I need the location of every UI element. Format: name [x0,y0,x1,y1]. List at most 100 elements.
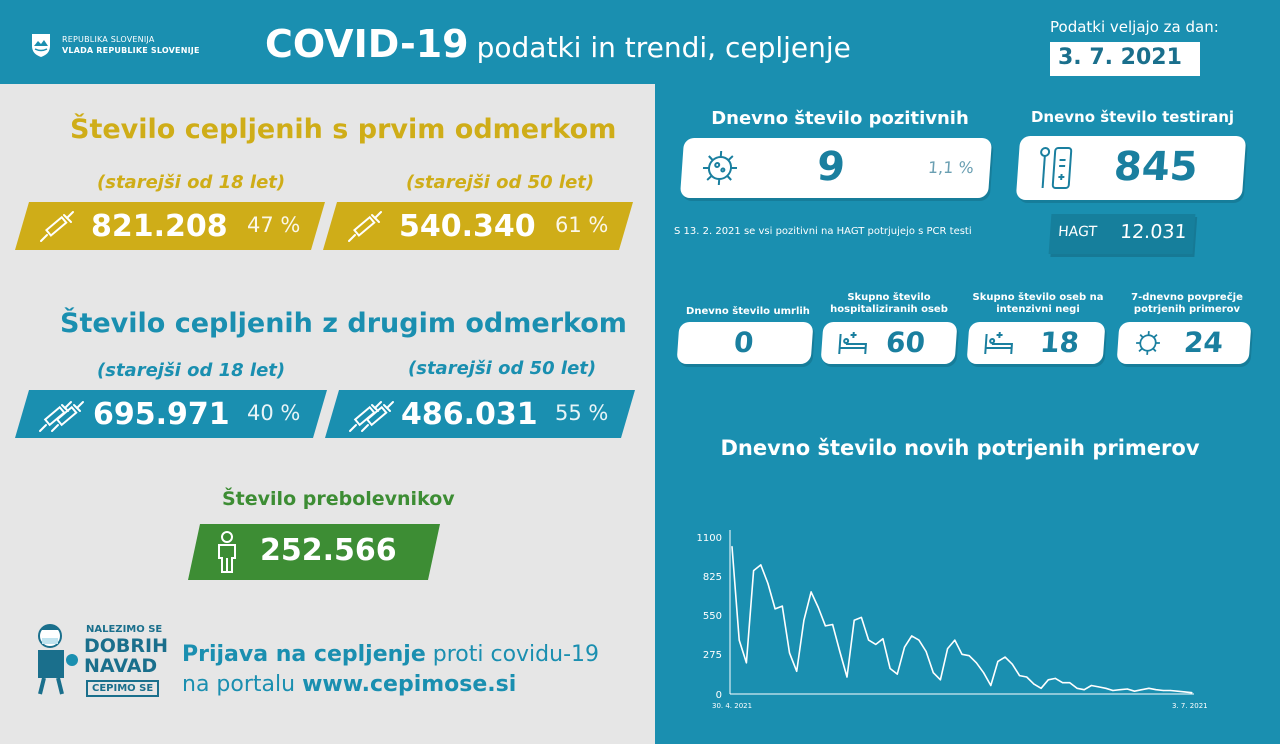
data-point [975,662,977,664]
data-point [1155,689,1157,691]
chart-title: Dnevno število novih potrjenih primerov [720,436,1200,460]
data-point [1169,689,1171,692]
date-label: Podatki veljajo za dan: [1050,18,1219,36]
data-point [1098,686,1100,688]
first-dose-18-value: 821.208 [91,209,228,244]
avg7-card: 24 [1116,322,1252,364]
hagt-box: HAGT 12.031 [1048,214,1196,254]
data-point [745,662,747,664]
recovered-value: 252.566 [260,533,397,568]
icu-value: 18 [1038,326,1081,359]
page-title: COVID-19 podatki in trendi, cepljenje [265,22,851,66]
data-points [731,545,1193,694]
deaths-value: 0 [732,326,755,359]
data-point [932,672,934,674]
virus-icon [702,151,738,185]
data-point [1054,677,1056,679]
logo-line-3: NAVAD [84,655,158,677]
syringe-icon [37,210,77,244]
gov-line-2: VLADA REPUBLIKE SLOVENIJE [62,46,200,55]
vaccination-panel: Število cepljenih s prvim odmerkom (star… [0,84,655,744]
data-point [832,623,834,626]
series-line-cases [731,546,1193,694]
daily-positive-value: 9 [815,144,847,190]
data-point [1126,688,1128,690]
syringe-icon [345,210,385,244]
daily-positive-title: Dnevno število pozitivnih [711,108,969,129]
icu-bed-icon [984,332,1013,354]
data-point [954,639,956,641]
second-dose-18-value: 695.971 [93,397,230,432]
first-dose-50-value: 540.340 [399,209,536,244]
mascot-icon [38,624,78,695]
data-point [947,648,949,650]
data-point [968,655,970,657]
y-tick-label: 550 [703,611,722,622]
data-point [760,564,762,566]
person-icon [214,530,240,574]
data-point [925,650,927,653]
data-point [1090,684,1092,687]
y-tick-label: 1100 [697,533,722,544]
data-point [1177,690,1179,692]
virus-icon [1136,331,1160,355]
data-point [817,606,819,609]
promo-bold-1: Prijava na cepljenje [182,642,426,667]
data-point [1184,691,1186,693]
data-point [990,684,992,687]
first-dose-label-50: (starejši od 50 let) [406,172,595,193]
data-point [860,616,862,618]
data-point [1047,679,1049,681]
promo-rest-1: proti covidu-19 [432,642,600,667]
icu-title: Skupno število oseb na intenzivni negi [972,292,1104,315]
data-point [846,676,848,678]
icu-card: 18 [966,322,1106,364]
deaths-card: 0 [676,322,814,364]
daily-tests-value: 845 [1112,144,1200,190]
government-logo: REPUBLIKA SLOVENIJA VLADA REPUBLIKE SLOV… [30,32,200,58]
date-value: 3. 7. 2021 [1050,42,1200,76]
daily-tests-card: 845 [1015,136,1247,200]
second-dose-50-plate: 486.031 55 % [325,390,635,438]
second-dose-18-plate: 695.971 40 % [15,390,327,438]
second-dose-title: Število cepljenih z drugim odmerkom [60,308,627,339]
promo-rest-2: na portalu [182,672,296,697]
data-point [796,670,798,672]
hagt-value: 12.031 [1119,221,1188,243]
y-tick-label: 275 [703,650,722,661]
data-point [896,673,898,675]
data-point [997,660,999,662]
logo-line-4: CEPIMO SE [86,680,160,697]
crest-icon [32,34,50,57]
double-syringe-icon [347,398,399,434]
avg7-value: 24 [1182,326,1225,359]
data-point [1105,687,1107,689]
data-point [853,619,855,621]
promo-link[interactable]: www.cepimose.si [302,672,517,697]
promo-text: Prijava na cepljenje proti covidu-19 na … [182,640,599,700]
hospitalized-value: 60 [884,326,927,359]
data-point [918,639,920,641]
data-point [1018,675,1021,677]
data-point [939,679,941,681]
data-point [1076,687,1078,689]
data-point [788,652,791,654]
hagt-label: HAGT [1057,224,1098,240]
data-point [983,672,985,674]
title-bold: COVID-19 [265,22,469,66]
x-end-label: 3. 7. 2021 [1172,702,1208,710]
data-point [1069,682,1071,684]
x-start-label: 30. 4. 2021 [712,702,752,710]
data-point [911,635,913,637]
data-point [1004,656,1006,658]
data-point [839,650,841,653]
data-point [875,643,877,645]
cases-line-chart: 1100 825 550 275 0 30. 4. 2021 3. 7. 202… [697,530,1208,710]
y-tick-label: 825 [703,572,722,583]
recovered-title: Število prebolevnikov [222,488,455,510]
deaths-title: Dnevno število umrlih [686,306,810,317]
gov-line-1: REPUBLIKA SLOVENIJA [62,35,155,44]
double-syringe-icon [37,398,89,434]
data-point [803,619,805,621]
data-point [1141,689,1143,691]
